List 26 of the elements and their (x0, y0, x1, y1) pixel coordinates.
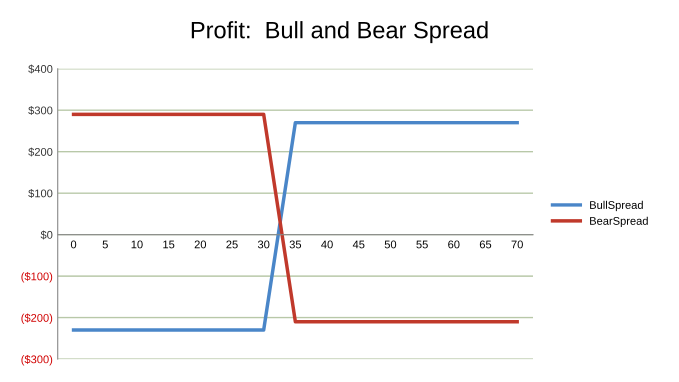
x-tick-label: 40 (321, 240, 333, 248)
x-tick-label: 5 (102, 240, 108, 248)
y-tick-label: $100 (28, 188, 52, 198)
legend-label: BearSpread (590, 216, 648, 228)
y-tick-label: $400 (28, 64, 52, 74)
x-tick-label: 65 (480, 240, 492, 248)
x-tick-label: 55 (416, 240, 428, 248)
x-tick-label: 15 (163, 240, 174, 248)
chart-title: Profit: Bull and Bear Spread (192, 21, 488, 44)
x-tick-label: 50 (384, 240, 396, 248)
y-tick-label: ($200) (21, 313, 52, 324)
x-tick-label: 0 (70, 240, 76, 248)
y-tick-label: $300 (28, 106, 52, 116)
x-tick-label: 35 (290, 240, 302, 248)
x-tick-label: 60 (448, 240, 460, 248)
y-tick-label: $0 (40, 230, 52, 240)
x-tick-label: 10 (132, 240, 143, 248)
x-tick-label: 20 (194, 240, 206, 248)
y-tick-label: $200 (28, 148, 52, 157)
y-tick-label: ($100) (21, 272, 52, 283)
x-tick-label: 45 (352, 240, 364, 248)
legend-label: BullSpread (590, 200, 643, 212)
x-tick-label: 70 (512, 240, 523, 248)
x-tick-label: 25 (226, 240, 238, 248)
x-tick-label: 30 (258, 240, 270, 248)
y-tick-label: ($300) (21, 354, 52, 366)
